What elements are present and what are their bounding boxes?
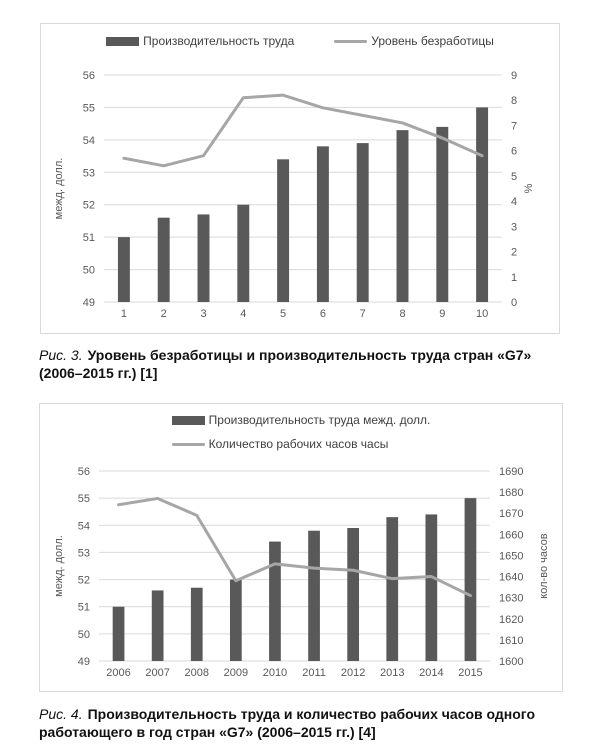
svg-text:6: 6 (320, 308, 326, 320)
svg-text:1: 1 (121, 308, 127, 320)
legend-item-bar: Производительность труда (106, 34, 294, 48)
svg-text:2014: 2014 (419, 667, 443, 679)
svg-text:1670: 1670 (499, 508, 523, 520)
legend-item-bar: Производительность труда межд. долл. (171, 413, 431, 427)
bar-legend-swatch (171, 415, 205, 425)
svg-text:1640: 1640 (499, 572, 523, 584)
svg-text:56: 56 (78, 466, 90, 478)
legend-label: Уровень безработицы (371, 34, 494, 48)
svg-text:2007: 2007 (145, 667, 169, 679)
svg-text:1610: 1610 (499, 635, 523, 647)
svg-text:2008: 2008 (185, 667, 209, 679)
figure3-caption: Рис. 3. Уровень безработицы и производите… (39, 347, 591, 382)
svg-text:54: 54 (78, 520, 90, 532)
svg-text:5: 5 (280, 308, 286, 320)
svg-text:2013: 2013 (380, 667, 404, 679)
bar-series (112, 498, 477, 661)
figure3-legend: Производительность труда Уровень безработ… (41, 24, 559, 58)
svg-text:52: 52 (78, 575, 90, 587)
svg-text:2009: 2009 (224, 667, 248, 679)
gridlines (99, 470, 490, 662)
left-axis-title: межд. долл. (53, 158, 65, 220)
svg-text:49: 49 (78, 656, 90, 668)
svg-text:51: 51 (83, 232, 95, 244)
legend-label: Количество рабочих часов часы (208, 437, 389, 451)
bar-legend-swatch (106, 36, 140, 46)
figure3-caption-number: Рис. 3. (39, 347, 83, 363)
svg-text:56: 56 (83, 70, 95, 82)
left-axis-tick-labels: 49 50 51 52 53 54 55 56 (78, 466, 90, 668)
svg-text:54: 54 (83, 135, 95, 147)
svg-text:3: 3 (200, 308, 206, 320)
legend-label: Производительность труда межд. долл. (208, 413, 431, 427)
svg-text:1690: 1690 (499, 466, 523, 478)
svg-text:7: 7 (360, 308, 366, 320)
figure3-chart-card: Производительность труда Уровень безработ… (40, 23, 560, 334)
svg-text:50: 50 (78, 629, 90, 641)
figure4-caption: Рис. 4. Производительность труда и количе… (39, 706, 591, 741)
svg-text:52: 52 (83, 200, 95, 212)
svg-text:6: 6 (511, 146, 517, 158)
left-axis-tick-labels: 49 50 51 52 53 54 55 56 (83, 70, 95, 309)
svg-text:8: 8 (399, 308, 405, 320)
right-axis-tick-labels: 1600 1610 1620 1630 1640 1650 1660 1670 1680 1690 (499, 466, 523, 668)
svg-text:7: 7 (511, 120, 517, 132)
figure4-legend: Производительность труда межд. долл. Коли… (171, 404, 431, 460)
svg-text:53: 53 (78, 547, 90, 559)
svg-text:49: 49 (83, 297, 95, 309)
svg-text:2012: 2012 (341, 667, 365, 679)
svg-text:0: 0 (511, 297, 517, 309)
x-axis-labels: 1 2 3 4 5 6 7 8 9 10 (121, 308, 488, 320)
svg-text:4: 4 (240, 308, 246, 320)
svg-text:5: 5 (511, 171, 517, 183)
svg-text:1630: 1630 (499, 593, 523, 605)
svg-text:1600: 1600 (499, 656, 523, 668)
svg-text:4: 4 (511, 196, 517, 208)
svg-text:51: 51 (78, 602, 90, 614)
legend-label: Производительность труда (143, 34, 295, 48)
svg-text:50: 50 (83, 265, 95, 277)
gridlines (104, 74, 502, 303)
line-series (122, 93, 484, 168)
bar-series (117, 107, 489, 302)
line-legend-swatch (171, 442, 205, 446)
svg-text:9: 9 (511, 70, 517, 82)
svg-text:2: 2 (511, 247, 517, 259)
svg-text:2006: 2006 (106, 667, 130, 679)
svg-text:3: 3 (511, 221, 517, 233)
x-axis-labels: 2006 2007 2008 2009 2010 2011 2012 2013 2014 2015 (106, 667, 482, 679)
line-legend-swatch (334, 39, 368, 43)
figure4-caption-number: Рис. 4. (39, 706, 83, 722)
svg-text:9: 9 (439, 308, 445, 320)
right-axis-title: кол-во часов (538, 533, 550, 598)
right-axis-title: % (523, 183, 535, 193)
svg-text:55: 55 (78, 493, 90, 505)
svg-text:1660: 1660 (499, 529, 523, 541)
svg-text:1680: 1680 (499, 487, 523, 499)
svg-text:10: 10 (476, 308, 488, 320)
svg-text:1: 1 (511, 272, 517, 284)
left-axis-title: межд. долл. (53, 535, 65, 597)
svg-text:1650: 1650 (499, 550, 523, 562)
svg-text:2015: 2015 (458, 667, 482, 679)
svg-text:2010: 2010 (263, 667, 287, 679)
svg-text:2011: 2011 (302, 667, 326, 679)
figure3-caption-text: Уровень безработицы и производительность… (39, 347, 532, 381)
svg-text:53: 53 (83, 167, 95, 179)
legend-item-line: Количество рабочих часов часы (171, 437, 389, 451)
svg-text:55: 55 (83, 102, 95, 114)
figure4-caption-text: Производительность труда и количество ра… (39, 706, 535, 740)
figure4-plot-svg: 49 50 51 52 53 54 55 56 1600 1610 1620 1630 1640 1650… (53, 466, 550, 679)
svg-text:8: 8 (511, 95, 517, 107)
line-series (117, 496, 472, 598)
svg-text:2: 2 (161, 308, 167, 320)
right-axis-tick-labels: 0 1 2 3 4 5 6 7 8 9 (511, 70, 517, 309)
legend-item-line: Уровень безработицы (334, 34, 494, 48)
svg-text:1620: 1620 (499, 614, 523, 626)
figure4-chart-card: Производительность труда межд. долл. Коли… (39, 403, 563, 692)
